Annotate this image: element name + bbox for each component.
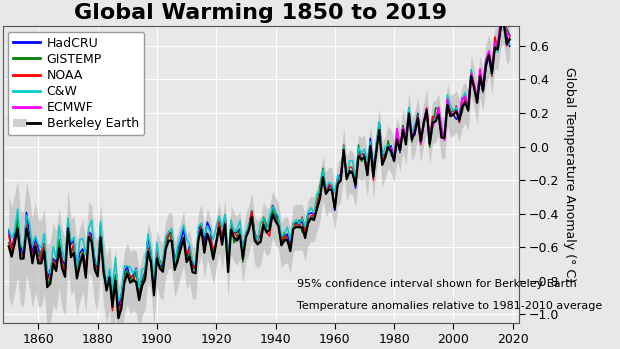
Text: 95% confidence interval shown for Berkeley Earth: 95% confidence interval shown for Berkel… — [297, 279, 577, 289]
Text: Temperature anomalies relative to 1981-2010 average: Temperature anomalies relative to 1981-2… — [297, 301, 602, 311]
Legend: HadCRU, GISTEMP, NOAA, C&W, ECMWF, Berkeley Earth: HadCRU, GISTEMP, NOAA, C&W, ECMWF, Berke… — [8, 32, 144, 135]
Title: Global Warming 1850 to 2019: Global Warming 1850 to 2019 — [74, 3, 447, 23]
Y-axis label: Global Temperature Anomaly (° C): Global Temperature Anomaly (° C) — [563, 67, 576, 282]
